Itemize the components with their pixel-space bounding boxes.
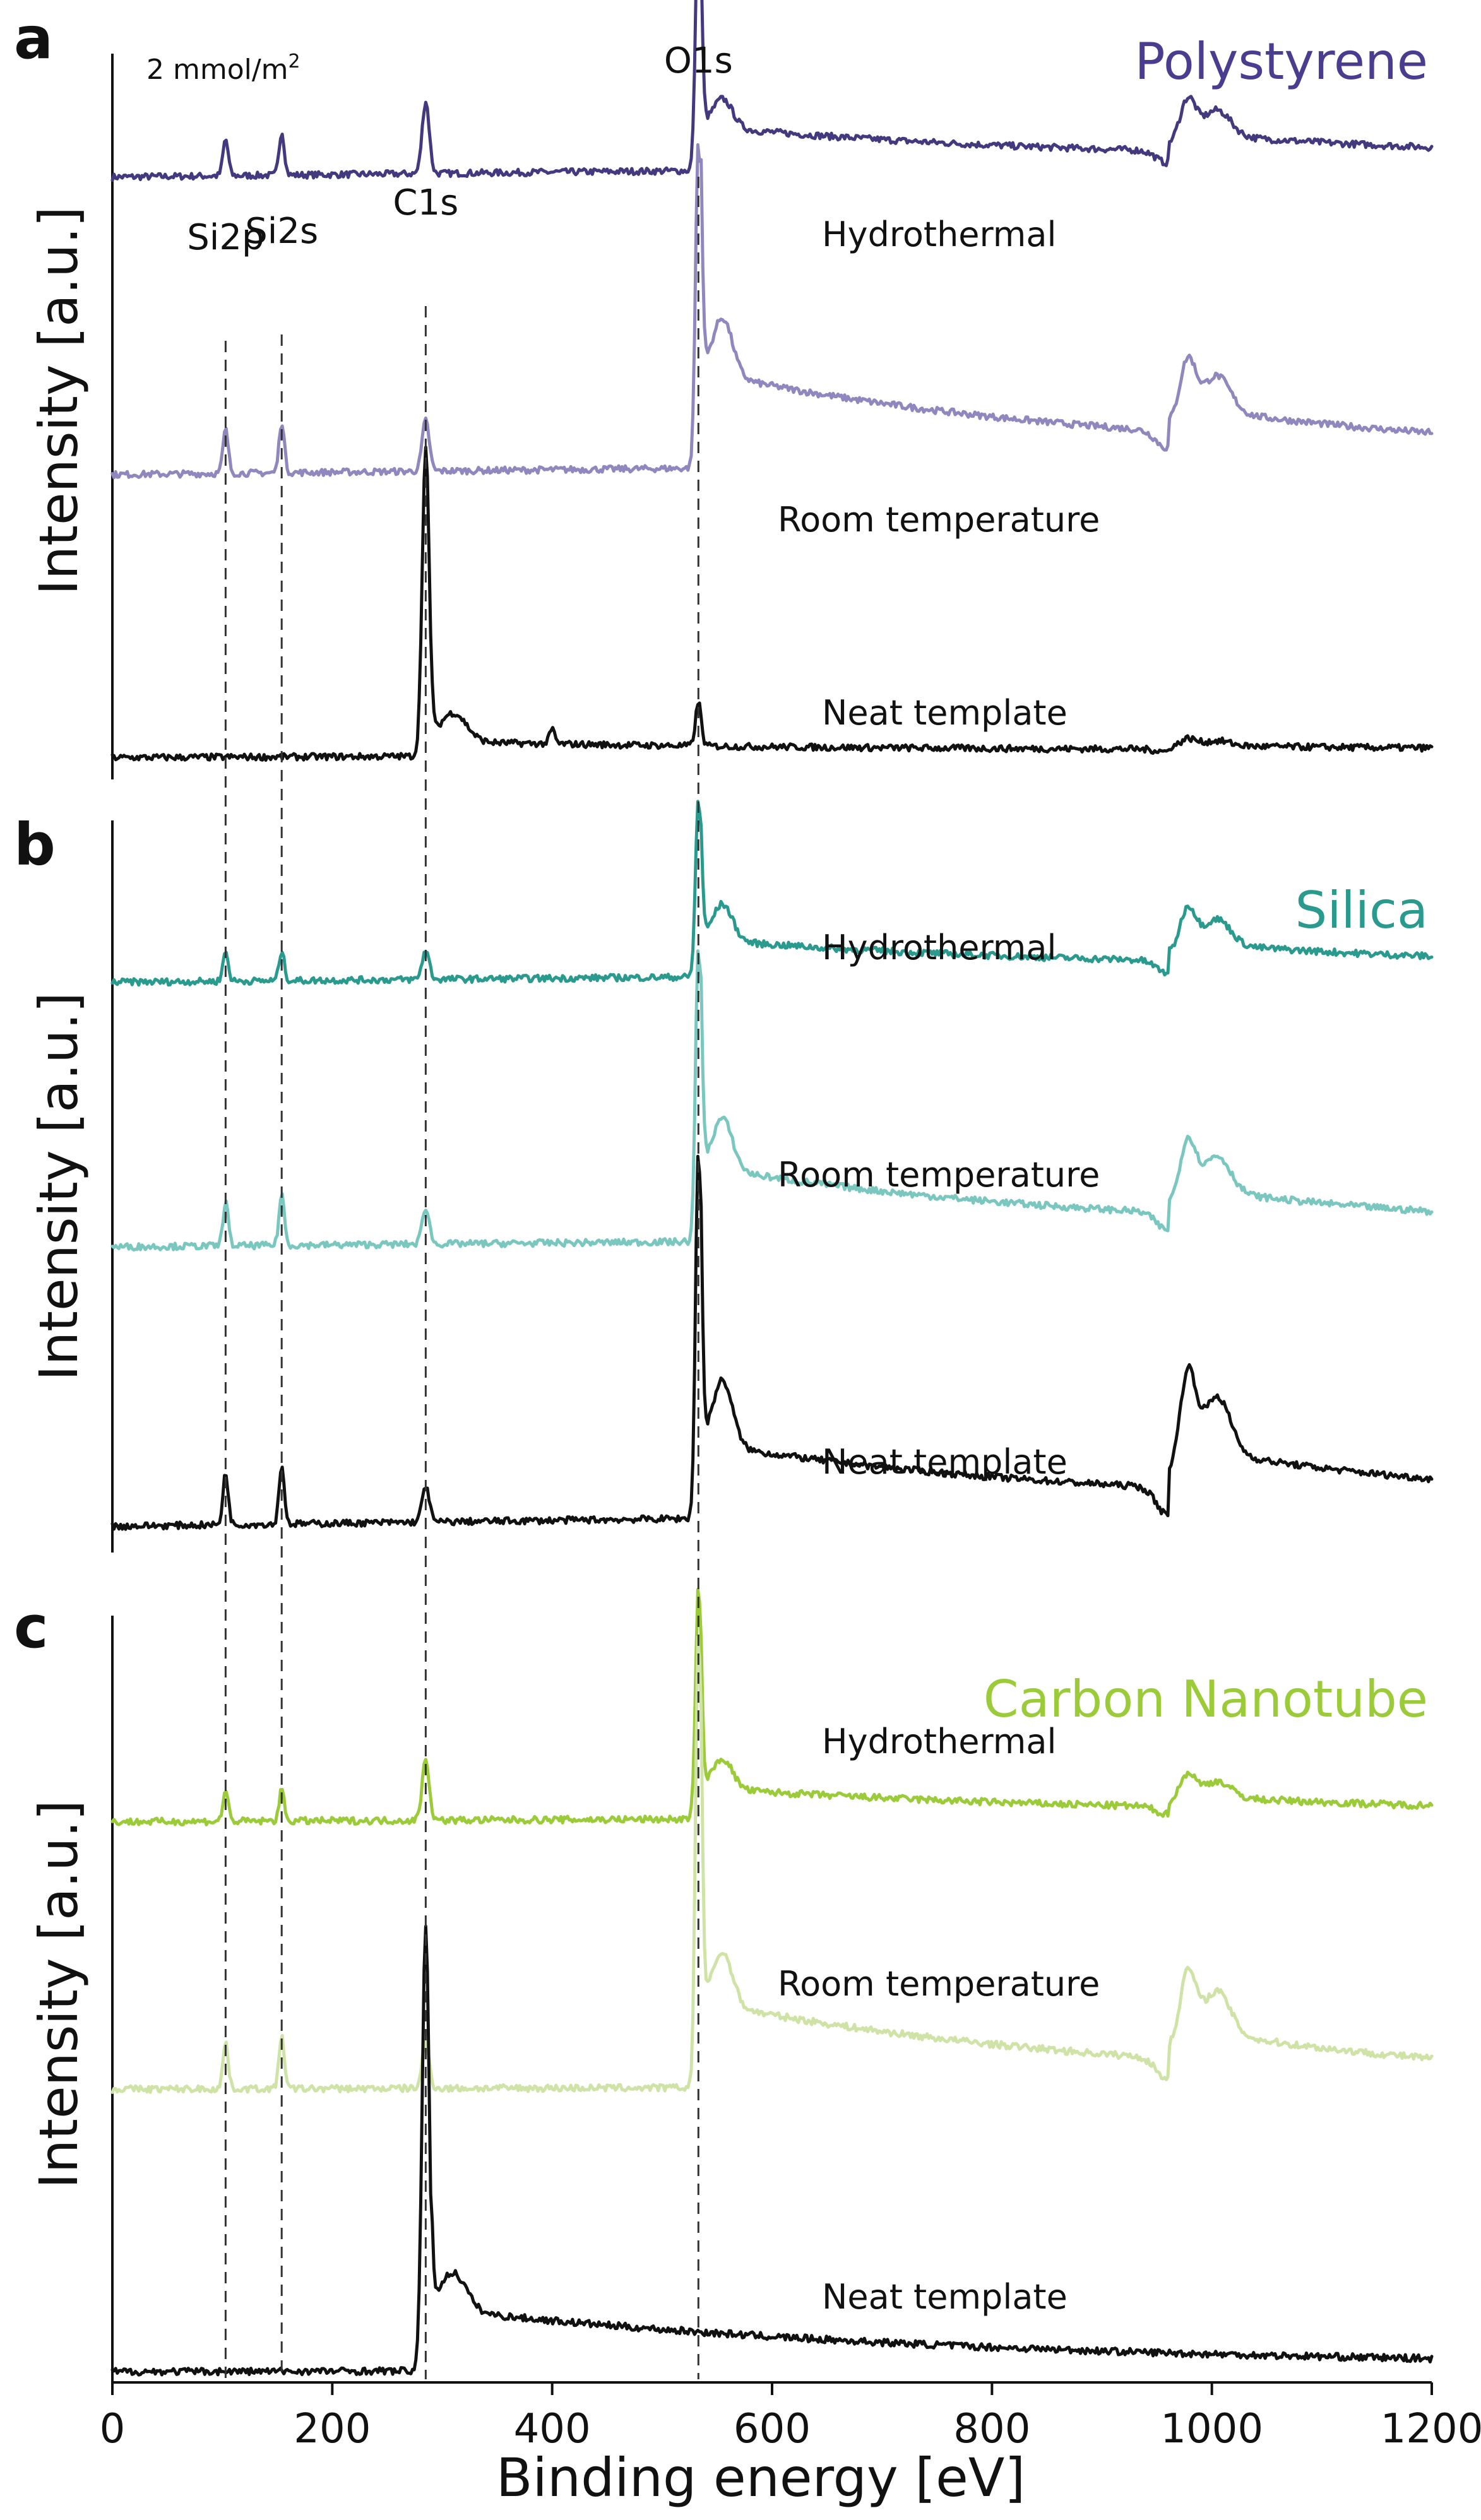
x-axis-label: Binding energy [eV] bbox=[496, 2447, 1025, 2509]
x-tick-label-1000: 1000 bbox=[1160, 2406, 1263, 2452]
spectrum-line-b-hydrothermal bbox=[110, 800, 1434, 987]
trace-label-b-hydrothermal: Hydrothermal bbox=[822, 928, 1056, 967]
traces-c bbox=[110, 1588, 1434, 2377]
trace-label-c-neat-template: Neat template bbox=[822, 2277, 1068, 2317]
x-tick-label-600: 600 bbox=[734, 2406, 811, 2452]
trace-label-a-hydrothermal: Hydrothermal bbox=[822, 215, 1056, 254]
spectrum-line-c-neat-template bbox=[110, 1924, 1434, 2377]
x-tick-label-400: 400 bbox=[514, 2406, 591, 2452]
template-title-carbon-nanotube: Carbon Nanotube bbox=[984, 1670, 1428, 1729]
trace-label-b-room-temperature: Room temperature bbox=[778, 1155, 1100, 1195]
spectrum-line-a-hydrothermal bbox=[110, 0, 1434, 182]
y-axis-label-a: Intensity [a.u.] bbox=[28, 206, 90, 595]
spectrum-line-b-room-temperature bbox=[110, 949, 1434, 1252]
x-axis: 0 200 400 600 800 1000 1200 bbox=[100, 2381, 1481, 2452]
x-tick-label-800: 800 bbox=[953, 2406, 1030, 2452]
x-tick-label-200: 200 bbox=[294, 2406, 371, 2452]
panel-a: a Polystyrene Intensity [a.u.] 2 mmol/m2… bbox=[14, 0, 1434, 779]
trace-label-a-neat-template: Neat template bbox=[822, 693, 1068, 733]
concentration-note-superscript: 2 bbox=[288, 50, 300, 73]
traces-a bbox=[110, 0, 1434, 762]
peak-label-o1s: O1s bbox=[664, 40, 733, 81]
panel-letter-c: c bbox=[14, 1594, 49, 1661]
peak-label-si2s: Si2s bbox=[245, 211, 318, 252]
peak-label-c1s: C1s bbox=[393, 182, 458, 223]
trace-label-c-room-temperature: Room temperature bbox=[778, 1964, 1100, 2004]
y-axis-label-b: Intensity [a.u.] bbox=[28, 992, 90, 1381]
template-title-silica: Silica bbox=[1295, 881, 1428, 940]
template-title-polystyrene: Polystyrene bbox=[1134, 32, 1428, 91]
traces-b bbox=[110, 800, 1434, 1531]
concentration-note-text: 2 mmol/m bbox=[146, 54, 288, 86]
spectrum-line-a-neat-template bbox=[110, 446, 1434, 762]
spectrum-line-b-neat-template bbox=[110, 1154, 1434, 1531]
panel-letter-a: a bbox=[14, 4, 53, 72]
spectrum-line-c-hydrothermal bbox=[110, 1588, 1434, 1826]
y-axis-label-c: Intensity [a.u.] bbox=[28, 1800, 90, 2189]
trace-label-a-room-temperature: Room temperature bbox=[778, 500, 1100, 540]
panel-b: b Silica Intensity [a.u.] Hydrothermal R… bbox=[14, 800, 1434, 1553]
x-tick-label-0: 0 bbox=[100, 2406, 126, 2452]
peak-label-si2p: Si2p bbox=[187, 217, 264, 258]
panel-c: c Carbon Nanotube Intensity [a.u.] Hydro… bbox=[14, 1588, 1434, 2382]
trace-label-b-neat-template: Neat template bbox=[822, 1442, 1068, 1482]
trace-label-c-hydrothermal: Hydrothermal bbox=[822, 1722, 1056, 1761]
spectrum-line-a-room-temperature bbox=[110, 143, 1434, 480]
concentration-note: 2 mmol/m2 bbox=[146, 50, 300, 86]
panel-letter-b: b bbox=[14, 811, 56, 878]
x-tick-label-1200: 1200 bbox=[1381, 2406, 1481, 2452]
spectrum-line-c-room-temperature bbox=[110, 1635, 1434, 2094]
